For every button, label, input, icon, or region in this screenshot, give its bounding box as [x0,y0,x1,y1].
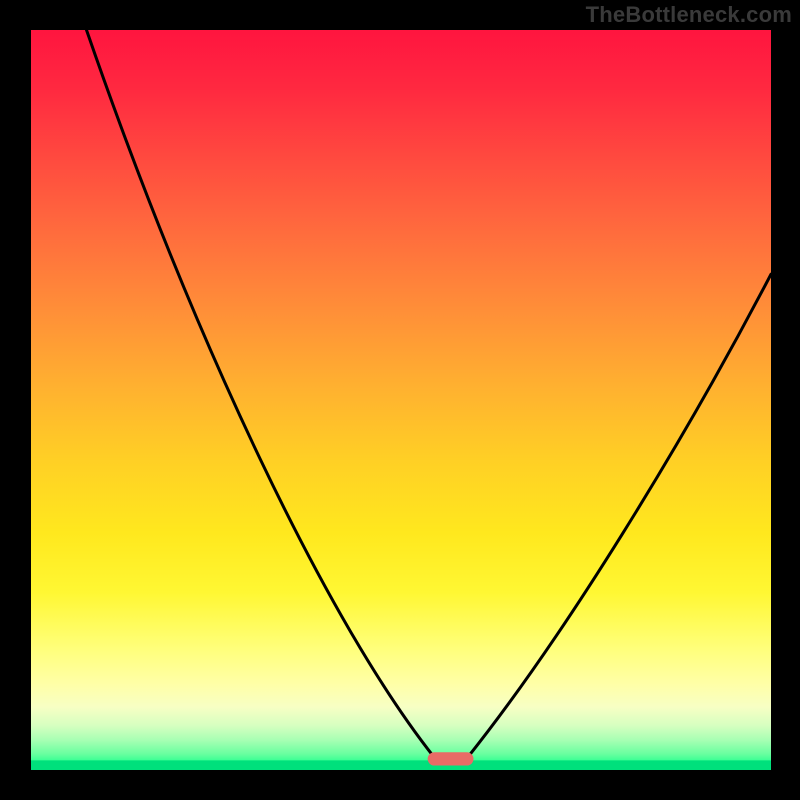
chart-background [31,30,771,770]
attribution-text: TheBottleneck.com [586,2,792,28]
optimal-marker [428,752,474,765]
bottleneck-chart [31,30,771,770]
chart-baseline-band [31,760,771,770]
